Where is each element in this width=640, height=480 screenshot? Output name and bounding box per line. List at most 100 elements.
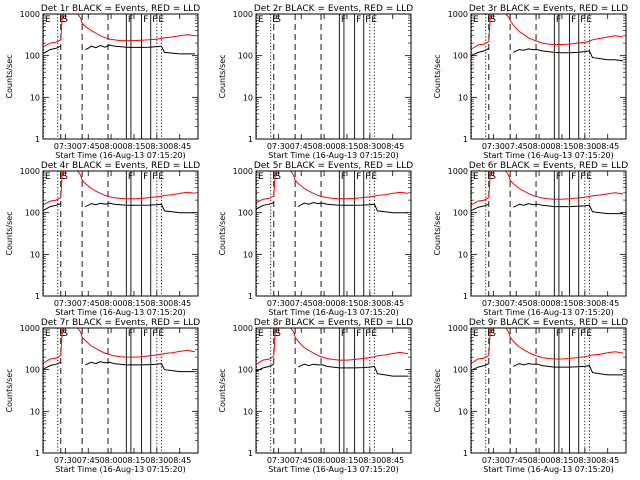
marker-label: E: [45, 172, 51, 182]
panel-title: Det 7r BLACK = Events, RED = LLD: [41, 318, 200, 328]
marker-label: F: [143, 15, 148, 25]
marker-label: S: [490, 329, 496, 339]
lld-series-line: [471, 14, 624, 50]
x-tick-label: 07:45: [505, 456, 528, 465]
plot-area: E ES F F F E: [256, 171, 409, 296]
y-tick-label: 100: [453, 209, 468, 218]
y-tick-label: 1: [463, 292, 468, 301]
y-tick-label: 1: [248, 292, 253, 301]
x-tick-label: 08:30: [145, 299, 168, 308]
marker-label: F: [356, 15, 361, 25]
x-tick-label: 08:45: [381, 299, 404, 308]
x-axis-label: Start Time (16-Aug-13 07:15:20): [483, 465, 614, 474]
marker-label: E: [586, 172, 592, 182]
marker-label: E: [258, 15, 264, 25]
x-tick-label: 07:30: [267, 456, 290, 465]
panel-4: Det 4r BLACK = Events, RED = LLD Counts/s…: [5, 161, 200, 317]
panel-title: Det 9r BLACK = Events, RED = LLD: [469, 318, 628, 328]
y-tick-label: 1: [35, 292, 40, 301]
marker-label: E: [258, 172, 264, 182]
panel-7: Det 7r BLACK = Events, RED = LLD Counts/s…: [5, 318, 200, 474]
y-tick-label: 10: [30, 93, 40, 102]
plot-frame: [255, 170, 412, 297]
x-axis-label: Start Time (16-Aug-13 07:15:20): [483, 308, 614, 317]
panel-3: Det 3r BLACK = Events, RED = LLD Counts/s…: [433, 4, 628, 160]
marker-label: E: [371, 15, 377, 25]
panel-2: Det 2r BLACK = Events, RED = LLD Counts/s…: [218, 4, 413, 160]
plot-area: E ES F F F E: [43, 171, 196, 296]
y-tick-label: 1000: [233, 10, 253, 19]
x-tick-label: 07:30: [54, 456, 77, 465]
x-tick-label: 08:00: [313, 142, 336, 151]
y-tick-label: 10: [243, 93, 253, 102]
x-tick-label: 07:45: [290, 142, 313, 151]
lld-series-line: [471, 328, 624, 364]
x-tick-label: 08:30: [145, 142, 168, 151]
y-tick-label: 1000: [448, 167, 468, 176]
lld-series-line: [471, 171, 624, 206]
x-tick-label: 07:45: [505, 299, 528, 308]
marker-label: E: [45, 329, 51, 339]
marker-label: F: [143, 329, 148, 339]
lld-series-line: [43, 328, 196, 364]
panel-title: Det 6r BLACK = Events, RED = LLD: [469, 161, 628, 171]
plot-area: E ES F F F E: [256, 14, 377, 139]
marker-label: E: [371, 172, 377, 182]
lld-series-line: [256, 328, 409, 366]
x-tick-label: 08:30: [573, 456, 596, 465]
y-tick-label: 1: [248, 135, 253, 144]
y-tick-label: 1000: [448, 10, 468, 19]
marker-label: F: [580, 329, 585, 339]
y-axis-label: Counts/sec: [433, 368, 442, 412]
x-tick-label: 07:45: [290, 299, 313, 308]
x-tick-label: 08:15: [122, 299, 145, 308]
marker-label: F: [143, 172, 148, 182]
x-tick-label: 08:00: [100, 299, 123, 308]
plot-frame: [255, 13, 412, 140]
panel-title: Det 1r BLACK = Events, RED = LLD: [41, 4, 200, 14]
events-series-line: [43, 361, 195, 373]
x-axis-label: Start Time (16-Aug-13 07:15:20): [268, 151, 399, 160]
panel-1: Det 1r BLACK = Events, RED = LLD Counts/s…: [5, 4, 200, 160]
marker-label: E: [473, 15, 479, 25]
x-tick-label: 07:45: [290, 456, 313, 465]
panel-title: Det 3r BLACK = Events, RED = LLD: [469, 4, 628, 14]
panel-9: Det 9r BLACK = Events, RED = LLD Counts/s…: [433, 318, 628, 474]
y-axis-label: Counts/sec: [218, 211, 227, 255]
y-tick-label: 1000: [448, 324, 468, 333]
events-series-line: [43, 202, 195, 214]
events-series-line: [256, 363, 408, 377]
x-tick-label: 07:30: [482, 142, 505, 151]
x-tick-label: 08:30: [573, 142, 596, 151]
marker-label: E: [158, 329, 164, 339]
x-tick-label: 08:00: [100, 142, 123, 151]
marker-label: F: [571, 329, 576, 339]
marker-label: S: [62, 329, 68, 339]
panel-title: Det 8r BLACK = Events, RED = LLD: [254, 318, 413, 328]
x-tick-label: 08:45: [596, 299, 619, 308]
x-axis-label: Start Time (16-Aug-13 07:15:20): [268, 465, 399, 474]
x-axis-label: Start Time (16-Aug-13 07:15:20): [55, 308, 186, 317]
marker-label: F: [580, 15, 585, 25]
x-tick-label: 08:45: [168, 142, 191, 151]
y-tick-label: 100: [25, 52, 40, 61]
y-tick-label: 1: [463, 449, 468, 458]
x-tick-label: 08:30: [358, 142, 381, 151]
marker-label: S: [490, 15, 496, 25]
plot-area: E ES F F F E: [471, 14, 624, 139]
marker-label: E: [272, 15, 278, 25]
marker-label: E: [473, 172, 479, 182]
marker-label: F: [356, 329, 361, 339]
lld-series-line: [43, 171, 196, 206]
x-tick-label: 08:00: [528, 299, 551, 308]
x-axis-label: Start Time (16-Aug-13 07:15:20): [55, 151, 186, 160]
x-tick-label: 08:30: [358, 456, 381, 465]
marker-label: F: [341, 172, 346, 182]
y-tick-label: 1: [248, 449, 253, 458]
y-tick-label: 10: [30, 250, 40, 259]
marker-label: F: [365, 172, 370, 182]
marker-label: F: [571, 172, 576, 182]
x-tick-label: 07:45: [77, 299, 100, 308]
y-tick-label: 10: [458, 93, 468, 102]
x-tick-label: 08:30: [145, 456, 168, 465]
